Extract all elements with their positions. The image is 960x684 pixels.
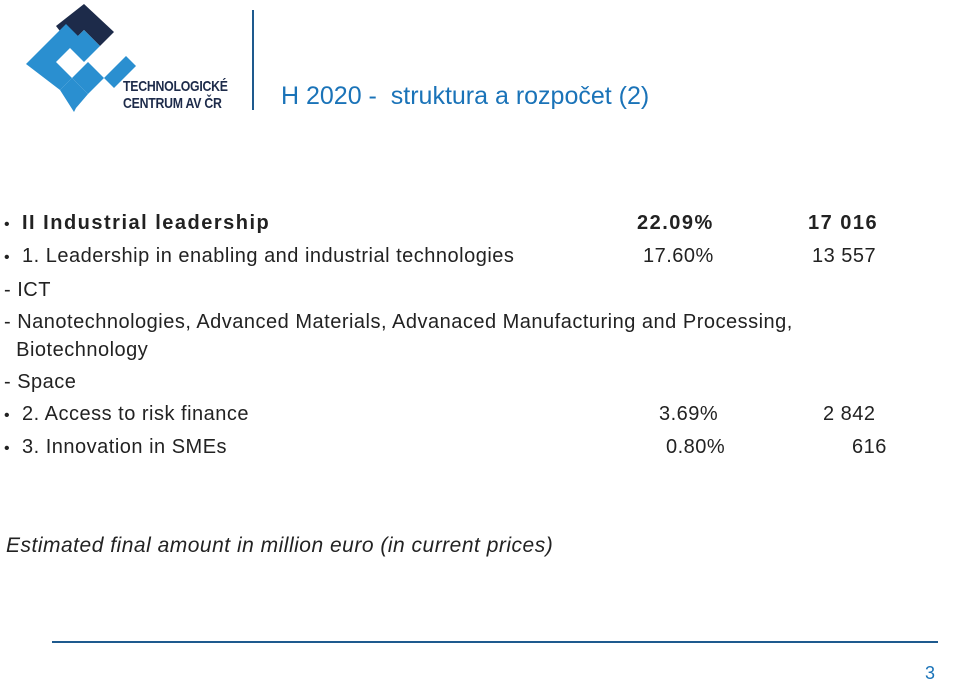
item-amount: 2 842	[823, 403, 876, 425]
list-item-risk-finance: 2. Access to risk finance	[22, 403, 249, 426]
item-percent: 0.80%	[666, 436, 726, 458]
item-percent: 17.60%	[643, 245, 714, 267]
header-divider	[252, 10, 254, 110]
slide-title: H 2020 - struktura a rozpočet (2)	[281, 82, 650, 110]
item-label: II Industrial leadership	[22, 212, 271, 234]
bullet-icon: •	[4, 407, 10, 424]
list-item-biotechnology: Biotechnology	[4, 339, 149, 361]
bullet-icon: •	[4, 216, 10, 233]
list-item-innovation-smes: 3. Innovation in SMEs	[22, 436, 227, 459]
bullet-icon: •	[4, 249, 10, 266]
item-percent: 22.09%	[637, 212, 714, 234]
footnote: Estimated final amount in million euro (…	[6, 534, 554, 557]
item-label: 3. Innovation in SMEs	[22, 436, 228, 458]
list-item-nanotechnologies: - Nanotechnologies, Advanced Materials, …	[4, 311, 793, 333]
list-item-industrial-leadership: II Industrial leadership	[22, 212, 270, 235]
item-label: 1. Leadership in enabling and industrial…	[22, 245, 515, 267]
page-number: 3	[925, 663, 936, 683]
list-item-space: - Space	[4, 371, 77, 393]
list-item-ict: - ICT	[4, 279, 51, 301]
footer-divider	[52, 641, 938, 643]
item-amount: 13 557	[812, 245, 877, 267]
item-label: 2. Access to risk finance	[22, 403, 250, 425]
item-percent: 3.69%	[659, 403, 719, 425]
item-amount: 616	[852, 436, 887, 458]
bullet-icon: •	[4, 440, 10, 457]
logo-text-line2: CENTRUM AV ČR	[123, 95, 222, 112]
logo-text-line1: TECHNOLOGICKÉ	[123, 78, 228, 95]
technologicke-centrum-logo-icon	[26, 4, 136, 112]
item-amount: 17 016	[808, 212, 879, 234]
list-item-leadership-enabling: 1. Leadership in enabling and industrial…	[22, 245, 514, 268]
